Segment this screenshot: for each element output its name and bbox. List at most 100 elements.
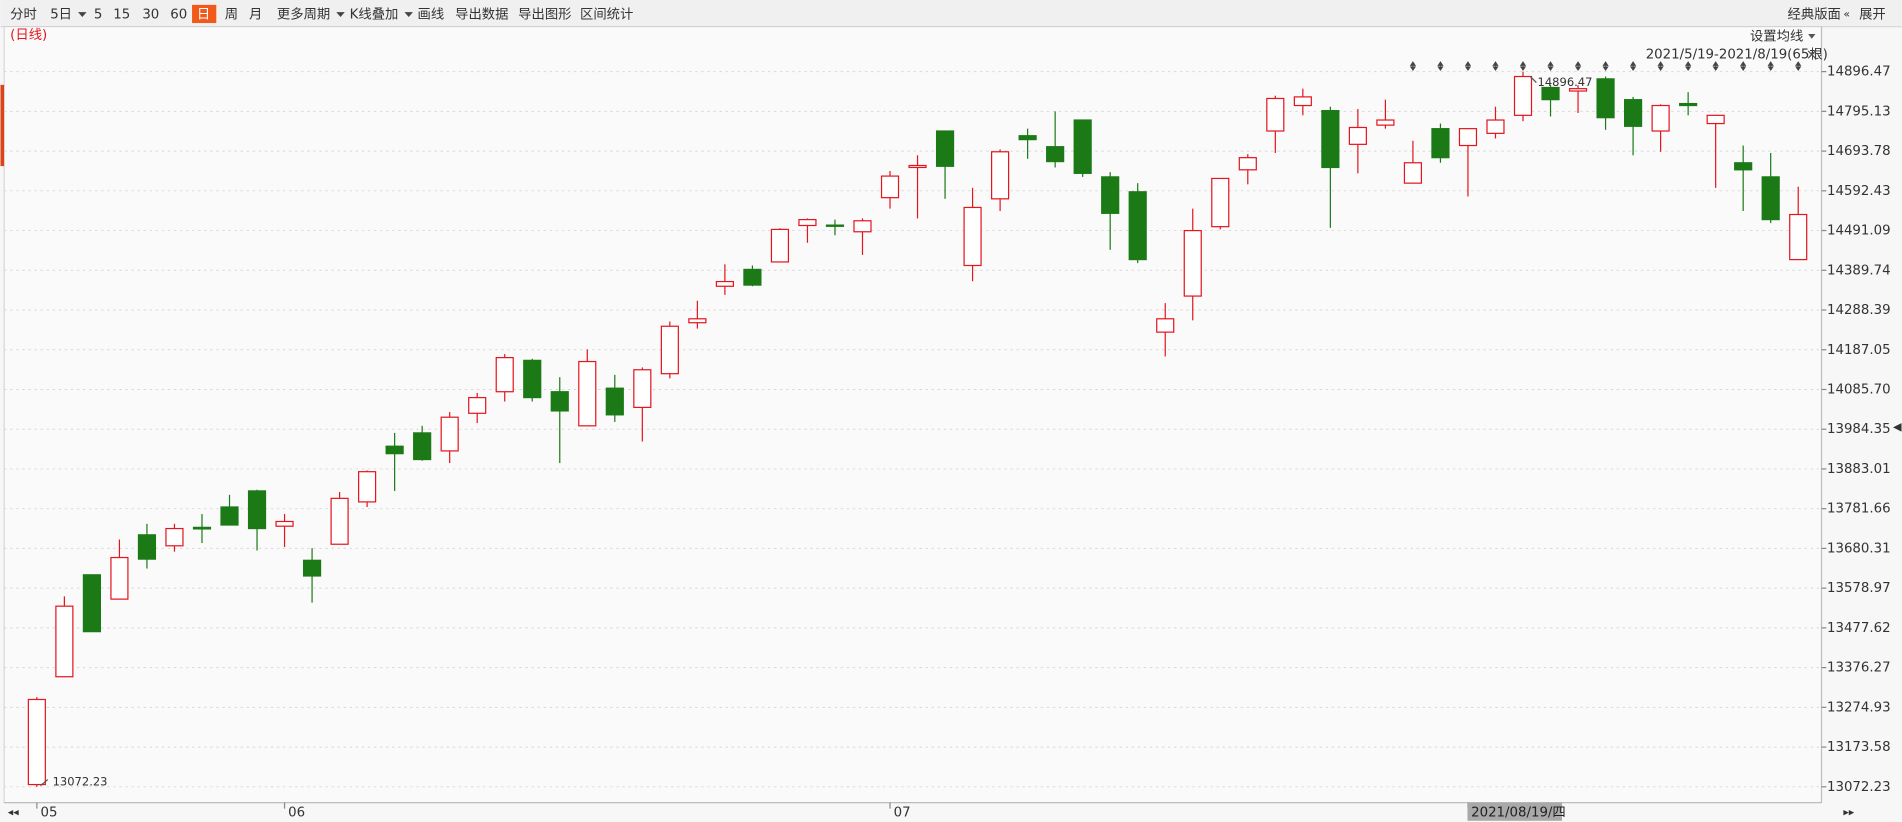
toolbar-item[interactable]: 15: [113, 8, 130, 23]
price-pointer: [1893, 423, 1902, 432]
candle-body: [1458, 128, 1478, 147]
candle-body: [825, 224, 845, 227]
event-marker: [1519, 61, 1527, 71]
y-tick-label: 14592.43: [1827, 184, 1891, 199]
candle-body: [1211, 177, 1230, 228]
candle-body: [688, 318, 707, 324]
candle-body: [715, 280, 734, 287]
candle-body: [1513, 75, 1533, 116]
candle-body: [660, 325, 679, 375]
event-marker: [1437, 61, 1444, 71]
candle-body: [1541, 86, 1560, 101]
toolbar-item[interactable]: K线叠加: [350, 7, 399, 23]
toolbar-item[interactable]: 月: [249, 8, 262, 23]
toolbar-item[interactable]: 5: [94, 8, 102, 23]
close-icon[interactable]: [1807, 50, 1816, 59]
candle-body: [1706, 114, 1725, 125]
low-pointer: [40, 779, 49, 787]
candle-body: [1128, 191, 1147, 261]
candle-body: [880, 175, 900, 199]
candle-body: [1046, 146, 1065, 163]
candle-body: [1238, 157, 1257, 171]
toolbar-item[interactable]: 区间统计: [580, 7, 633, 23]
high-label: 14896.47: [1538, 75, 1593, 89]
candle-body: [853, 220, 872, 233]
candle-body: [302, 559, 322, 577]
candle-body: [27, 698, 46, 786]
candle-body: [1596, 78, 1615, 119]
candle-body: [908, 164, 927, 169]
y-tick-label: 14491.09: [1827, 224, 1891, 239]
x-tick-label: 05: [40, 805, 57, 820]
toolbar-item[interactable]: 5日: [50, 8, 72, 23]
candle-body: [247, 490, 267, 530]
candle-body: [605, 387, 624, 416]
candle-body: [1101, 176, 1120, 214]
candle-body: [1651, 104, 1670, 132]
y-tick-label: 14288.39: [1827, 303, 1891, 318]
y-tick-label: 13578.97: [1827, 581, 1891, 596]
cursor-label: 2021/08/19/四: [1471, 805, 1566, 820]
candle-body: [1321, 110, 1340, 169]
candle-body: [770, 228, 790, 263]
toolbar-right-item[interactable]: 展开: [1859, 8, 1886, 23]
candle-body: [330, 497, 349, 545]
toolbar-item[interactable]: 30: [142, 8, 159, 23]
toolbar-item[interactable]: 画线: [418, 7, 445, 23]
y-tick-label: 14795.13: [1827, 104, 1891, 119]
candle-body: [798, 219, 817, 227]
candle-body: [1789, 213, 1808, 261]
toolbar-right-item[interactable]: 经典版面: [1788, 7, 1841, 23]
y-tick-label: 13173.58: [1827, 740, 1891, 755]
candle-body: [1156, 318, 1175, 333]
ma-setting[interactable]: 设置均线: [1750, 28, 1803, 44]
y-tick-label: 13781.66: [1827, 502, 1891, 517]
high-pointer: [1529, 76, 1537, 83]
event-marker: [1795, 61, 1802, 71]
candle-body: [550, 391, 569, 412]
toolbar-item[interactable]: 导出数据: [455, 7, 508, 23]
candle-body: [523, 359, 542, 399]
candle-body: [137, 534, 157, 560]
candle-body: [633, 369, 652, 409]
toolbar-item[interactable]: 日: [197, 8, 210, 23]
y-tick-label: 14389.74: [1827, 263, 1891, 278]
y-tick-label: 13274.93: [1827, 700, 1891, 715]
cursor-label-bg: [1467, 802, 1563, 821]
toolbar-item[interactable]: 分时: [10, 7, 37, 23]
candle-body: [165, 527, 184, 547]
candle-body: [220, 506, 239, 526]
nav-next[interactable]: ▸▸: [1843, 805, 1854, 818]
candle-body: [1431, 128, 1450, 159]
toolbar-item[interactable]: 导出图形: [518, 7, 571, 23]
toolbar-active: [192, 4, 217, 24]
event-marker: [1657, 61, 1664, 71]
y-tick-label: 13072.23: [1827, 780, 1891, 795]
event-marker: [1464, 61, 1472, 71]
toolbar-item[interactable]: 周: [225, 8, 238, 23]
candle-body: [1679, 102, 1698, 107]
low-label: 13072.23: [53, 774, 108, 788]
candle-body: [55, 605, 74, 678]
event-marker: [1602, 61, 1609, 71]
nav-prev[interactable]: ◂◂: [8, 805, 19, 818]
x-tick-label: 06: [288, 805, 305, 820]
candle-body: [1623, 99, 1643, 127]
y-tick-label: 14085.70: [1827, 382, 1891, 397]
candle-body: [578, 360, 597, 427]
dropdown-icon: [78, 12, 87, 17]
candle-body: [963, 206, 982, 267]
plot-area: [3, 26, 1822, 804]
side-indicator: [0, 84, 5, 167]
toolbar-item[interactable]: 60: [170, 8, 187, 23]
y-tick-label: 13477.62: [1827, 621, 1891, 636]
toolbar-item[interactable]: 更多周期: [277, 6, 330, 23]
x-tick-label: 07: [894, 805, 911, 820]
candle-body: [1018, 135, 1037, 141]
candle-body: [413, 432, 432, 461]
y-tick-label: 13376.27: [1827, 661, 1891, 676]
candle-body: [1486, 119, 1505, 134]
candle-body: [1376, 119, 1395, 126]
candle-body: [743, 268, 762, 286]
